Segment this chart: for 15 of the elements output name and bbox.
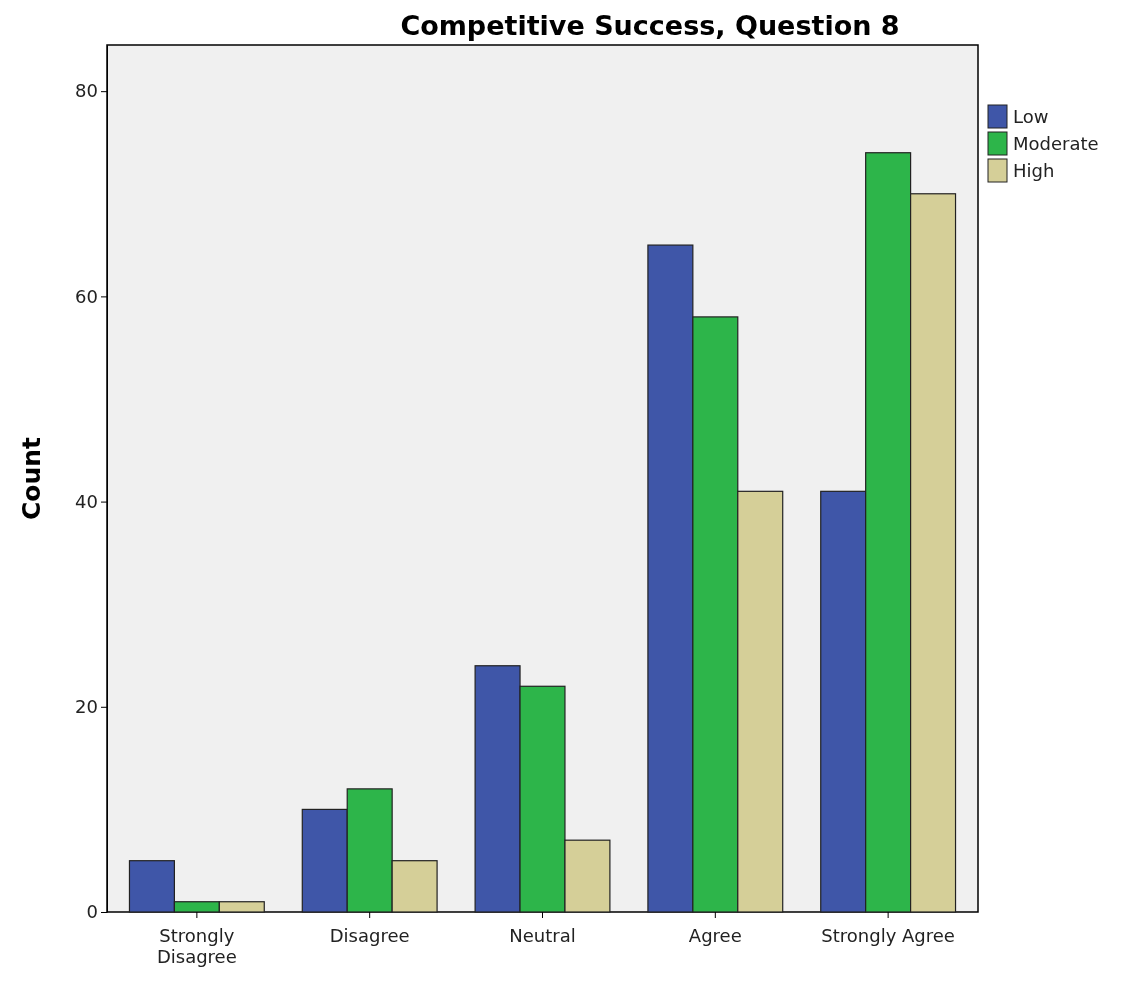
y-tick-label: 40 [75,490,98,512]
y-tick-label: 60 [75,285,98,307]
y-axis-title: Count [17,436,46,521]
legend-label: Moderate [1013,133,1099,154]
x-tick-label: Strongly Agree [821,925,955,946]
x-tick-label: Agree [688,925,742,946]
x-tick-label: Disagree [329,925,410,946]
y-tick-label: 80 [75,80,98,102]
y-tick-label: 0 [86,901,98,923]
y-tick-label: 20 [75,696,98,718]
x-tick-label: Neutral [509,925,576,946]
legend-label: Low [1013,106,1049,127]
chart-title: Competitive Success, Question 8 [400,10,900,41]
legend-label: High [1013,160,1055,181]
x-tick-label: Strongly Disagree [156,925,237,967]
